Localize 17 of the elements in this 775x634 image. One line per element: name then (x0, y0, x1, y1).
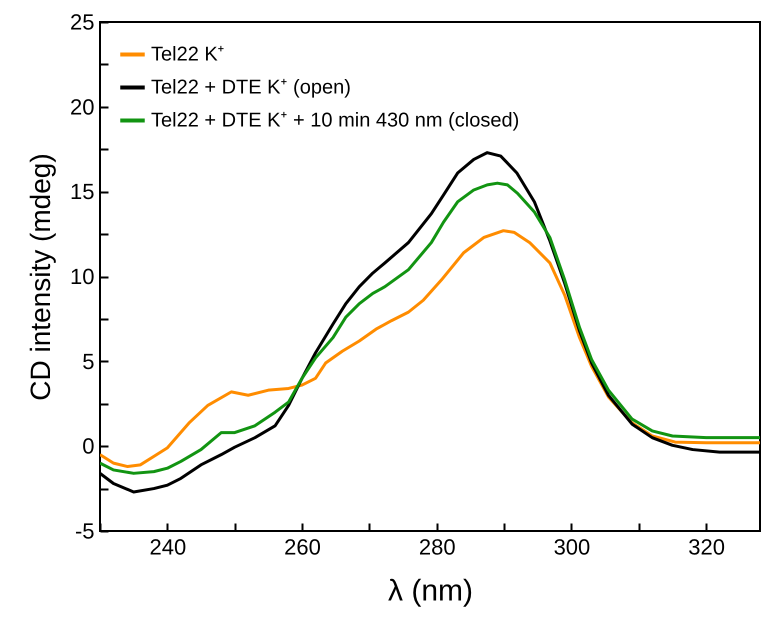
legend-label: Tel22 + DTE K⁺ (open) (151, 76, 351, 98)
y-tick-label: 0 (82, 434, 94, 459)
legend-label: Tel22 + DTE K⁺ + 10 min 430 nm (closed) (151, 110, 520, 132)
legend-label: Tel22 K⁺ (151, 44, 225, 66)
y-tick-label: -5 (74, 518, 94, 544)
y-tick-label: 10 (70, 264, 94, 289)
x-tick-label: 260 (284, 534, 321, 560)
x-axis-title: λ (nm) (388, 574, 473, 608)
x-tick-label: 320 (688, 534, 725, 560)
y-tick-label: 15 (70, 179, 94, 204)
y-tick-label: 5 (82, 348, 94, 374)
y-axis-title: CD intensity (mdeg) (25, 153, 56, 401)
x-tick-label: 300 (554, 534, 590, 560)
x-tick-label: 240 (149, 534, 186, 560)
y-tick-label: 20 (70, 94, 94, 120)
x-tick-label: 280 (418, 534, 456, 560)
y-tick-label: 25 (70, 10, 94, 34)
